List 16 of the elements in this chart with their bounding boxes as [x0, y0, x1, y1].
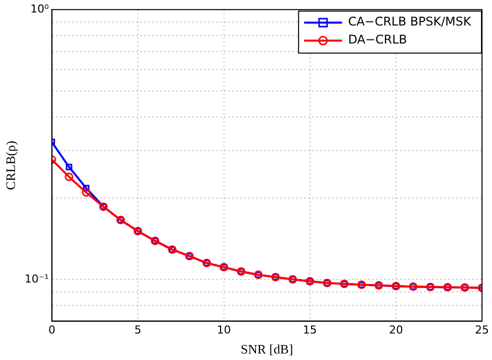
point: [83, 184, 90, 192]
point: [64, 172, 74, 182]
point: [82, 188, 90, 197]
legend-label: DA−CRLB: [348, 32, 408, 47]
legend-label: CA−CRLB BPSK/MSK: [348, 14, 472, 29]
x-tick-label: 25: [475, 324, 489, 337]
x-tick-label: 20: [388, 324, 403, 337]
y-axis-title: CRLB(ρ): [3, 140, 18, 190]
x-tick-label: 5: [134, 324, 142, 337]
x-tick-label: 10: [216, 324, 231, 337]
x-tick-label: 0: [48, 324, 56, 337]
y-tick-label: 10⁻¹: [24, 272, 49, 286]
x-tick-label: 15: [302, 324, 317, 337]
point: [66, 164, 72, 170]
y-tick-label: 10⁰: [30, 2, 50, 16]
x-axis-title: SNR [dB]: [240, 342, 294, 357]
